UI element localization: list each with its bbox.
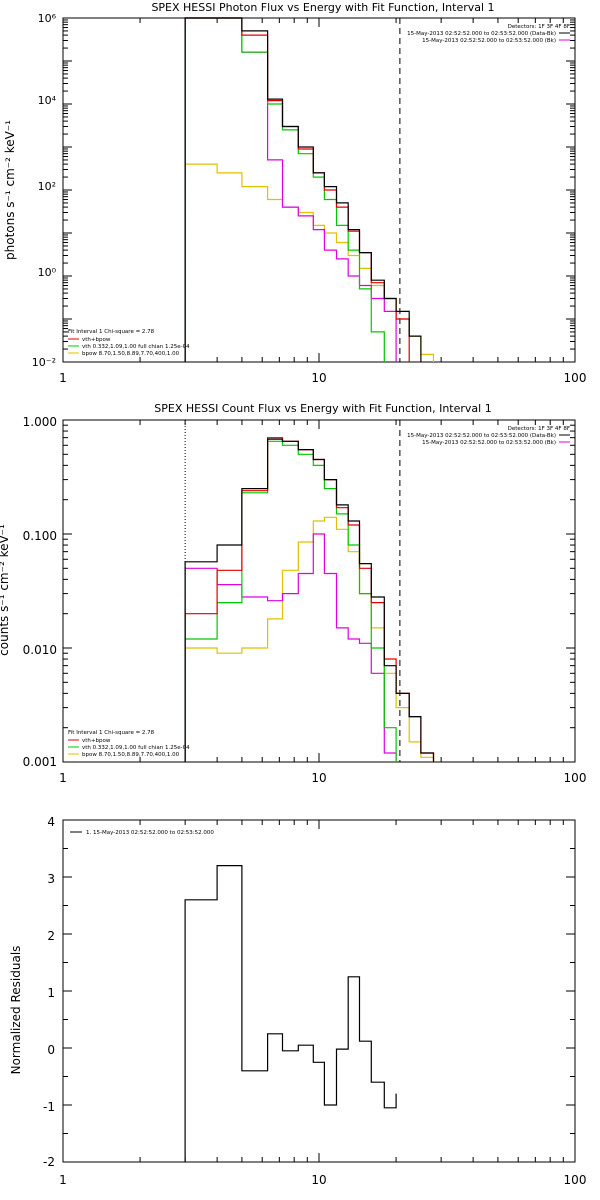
residuals-ytick-label: 2 xyxy=(47,929,55,943)
photon-ytick-label: 10² xyxy=(38,180,56,193)
count-legend-detectors: Detectors: 1F 3F 4F 8F xyxy=(508,426,570,432)
count-legend-vth: vth 0.332,1.09,1.00 full chian 1.25e-04 xyxy=(82,745,190,751)
residuals-legend: 1. 15-May-2013 02:52:52.000 to 02:53:52.… xyxy=(70,830,214,836)
photon-legend-detectors: Detectors: 1F 3F 4F 8F xyxy=(508,24,570,30)
photon-legend-vth: vth 0.332,1.09,1.00 full chian 1.25e-04 xyxy=(82,344,190,350)
series-vth xyxy=(184,17,385,362)
residuals-ytick-label: 3 xyxy=(47,872,55,886)
count-xtick-label: 100 xyxy=(564,771,587,785)
photon-xtick-label: 1 xyxy=(59,371,67,385)
count-title: SPEX HESSI Count Flux vs Energy with Fit… xyxy=(154,402,491,415)
series-data xyxy=(184,438,435,762)
residuals-xtick-label: 10 xyxy=(311,1173,326,1187)
count-legend-top: Detectors: 1F 3F 4F 8F 15-May-2013 02:52… xyxy=(407,426,570,446)
photon-legend-data-bk: 15-May-2013 02:52:52.000 to 02:53:52.000… xyxy=(407,31,556,37)
photon-xtick-label: 10 xyxy=(311,371,326,385)
photon-plot-frame xyxy=(62,17,576,363)
photon-xtick-label: 100 xyxy=(564,371,587,385)
count-ylabel: counts s⁻¹ cm⁻² keV⁻¹ xyxy=(0,524,11,656)
series-bpow xyxy=(184,516,435,762)
photon-ytick-label: 10⁶ xyxy=(38,12,57,25)
residuals-ylabel: Normalized Residuals xyxy=(9,946,23,1075)
series-vth_thin xyxy=(184,17,397,362)
residuals-ytick-label: -1 xyxy=(43,1100,55,1114)
count-axis-ticks xyxy=(62,419,576,763)
residuals-ytick-label: 4 xyxy=(47,815,55,829)
residuals-xtick-label: 1 xyxy=(59,1173,67,1187)
photon-ytick-label: 10⁰ xyxy=(38,266,57,279)
count-plot-frame xyxy=(62,419,576,763)
photon-ytick-label: 10⁴ xyxy=(38,94,57,107)
residuals-ytick-label: 0 xyxy=(47,1043,55,1057)
photon-flux-panel: SPEX HESSI Photon Flux vs Energy with Fi… xyxy=(3,1,586,385)
count-ytick-label: 1.000 xyxy=(23,415,57,429)
residuals-ytick-label: 1 xyxy=(47,986,55,1000)
count-legend-bottom: Fit Interval 1 Chi-square = 2.78 vth+bpo… xyxy=(68,730,190,758)
count-legend-bk: 15-May-2013 02:52:52.000 to 02:53:52.000… xyxy=(422,440,556,446)
photon-range-markers xyxy=(184,18,401,362)
count-legend-data-bk: 15-May-2013 02:52:52.000 to 02:53:52.000… xyxy=(407,433,556,439)
photon-legend-top: Detectors: 1F 3F 4F 8F 15-May-2013 02:52… xyxy=(407,24,570,44)
photon-legend-fit: Fit Interval 1 Chi-square = 2.78 xyxy=(68,329,155,335)
count-ytick-label: 0.001 xyxy=(23,755,57,769)
residuals-series-group xyxy=(184,865,397,1162)
count-flux-panel: SPEX HESSI Count Flux vs Energy with Fit… xyxy=(0,402,586,785)
residuals-xtick-label: 100 xyxy=(564,1173,587,1187)
photon-legend-bpow: bpow 8.70,1.50,8.89,7.70,400,1.00 xyxy=(82,351,180,357)
count-ytick-label: 0.010 xyxy=(23,643,57,657)
count-legend-total: vth+bpow xyxy=(82,738,111,744)
residuals-legend-label: 1. 15-May-2013 02:52:52.000 to 02:53:52.… xyxy=(86,830,214,836)
series-total xyxy=(184,437,435,762)
photon-legend-total: vth+bpow xyxy=(82,337,111,343)
residuals-ytick-label: -2 xyxy=(43,1155,55,1169)
count-legend-fit: Fit Interval 1 Chi-square = 2.78 xyxy=(68,730,155,736)
photon-axis-ticks xyxy=(62,17,576,363)
series-data xyxy=(184,17,422,362)
photon-ylabel: photons s⁻¹ cm⁻² keV⁻¹ xyxy=(3,120,17,260)
series-data xyxy=(184,865,397,1162)
count-xtick-label: 1 xyxy=(59,771,67,785)
residuals-axis-ticks xyxy=(62,819,576,1163)
residuals-panel: Normalized Residuals 4 3 2 1 0 -1 -2 1 1… xyxy=(9,815,586,1187)
photon-series-group xyxy=(184,17,435,362)
count-ytick-label: 0.100 xyxy=(23,529,57,543)
photon-legend-bk: 15-May-2013 02:52:52.000 to 02:53:52.000… xyxy=(422,38,556,44)
photon-ytick-label: 10⁻² xyxy=(32,356,56,369)
count-legend-bpow: bpow 8.70,1.50,8.89,7.70,400,1.00 xyxy=(82,752,180,758)
count-xtick-label: 10 xyxy=(311,771,326,785)
photon-title: SPEX HESSI Photon Flux vs Energy with Fi… xyxy=(151,1,494,14)
photon-legend-bottom: Fit Interval 1 Chi-square = 2.78 vth+bpo… xyxy=(68,329,190,357)
count-series-group xyxy=(184,437,435,762)
series-total xyxy=(184,17,410,362)
residuals-plot-frame xyxy=(62,819,576,1163)
